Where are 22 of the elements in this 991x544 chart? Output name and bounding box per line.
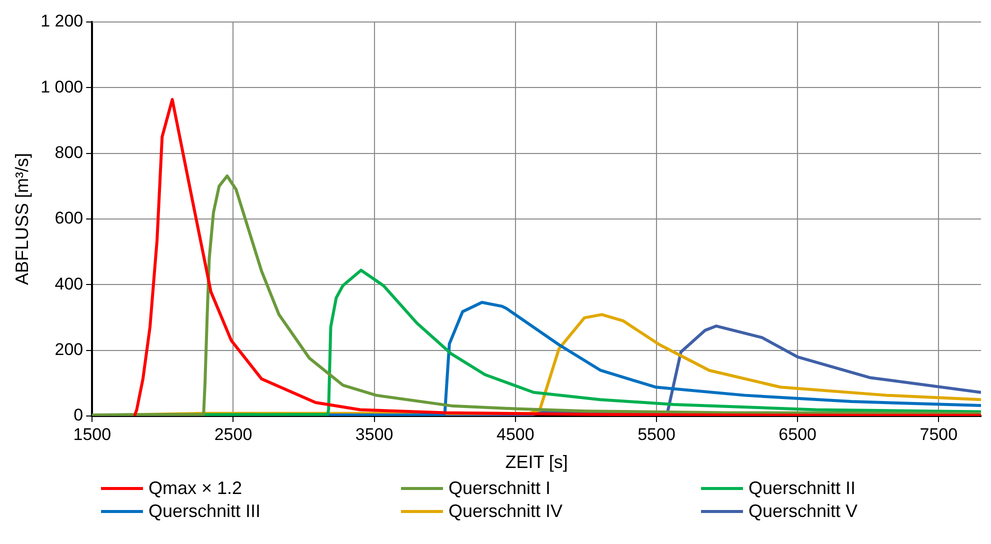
y-tick-label: 1 200: [40, 12, 84, 31]
y-tick-label: 600: [54, 208, 84, 228]
y-tick-label: 200: [54, 340, 84, 360]
legend-label: Querschnitt V: [748, 501, 858, 522]
x-tick-label: 7500: [920, 424, 958, 444]
y-tick-label: 1 000: [40, 77, 84, 96]
legend-label: Querschnitt I: [448, 478, 551, 499]
y-axis-title: ABFLUSS [m³/s]: [12, 152, 32, 286]
x-tick-label: 1500: [73, 424, 112, 444]
x-tick-label: 6500: [778, 424, 816, 444]
legend-label: Querschnitt II: [748, 478, 856, 499]
y-tick-label: 800: [54, 143, 84, 162]
legend-label: Querschnitt IV: [448, 501, 563, 522]
legend-label: Querschnitt III: [148, 501, 261, 522]
x-tick-label: 5500: [638, 424, 676, 444]
y-tick-label: 0: [74, 406, 84, 425]
x-tick-label: 3500: [355, 424, 394, 444]
x-axis-title: ZEIT [s]: [505, 452, 568, 472]
legend-label: Qmax × 1.2: [148, 478, 242, 499]
x-tick-label: 4500: [496, 424, 534, 444]
y-tick-label: 400: [54, 274, 84, 294]
x-tick-label: 2500: [214, 424, 252, 444]
